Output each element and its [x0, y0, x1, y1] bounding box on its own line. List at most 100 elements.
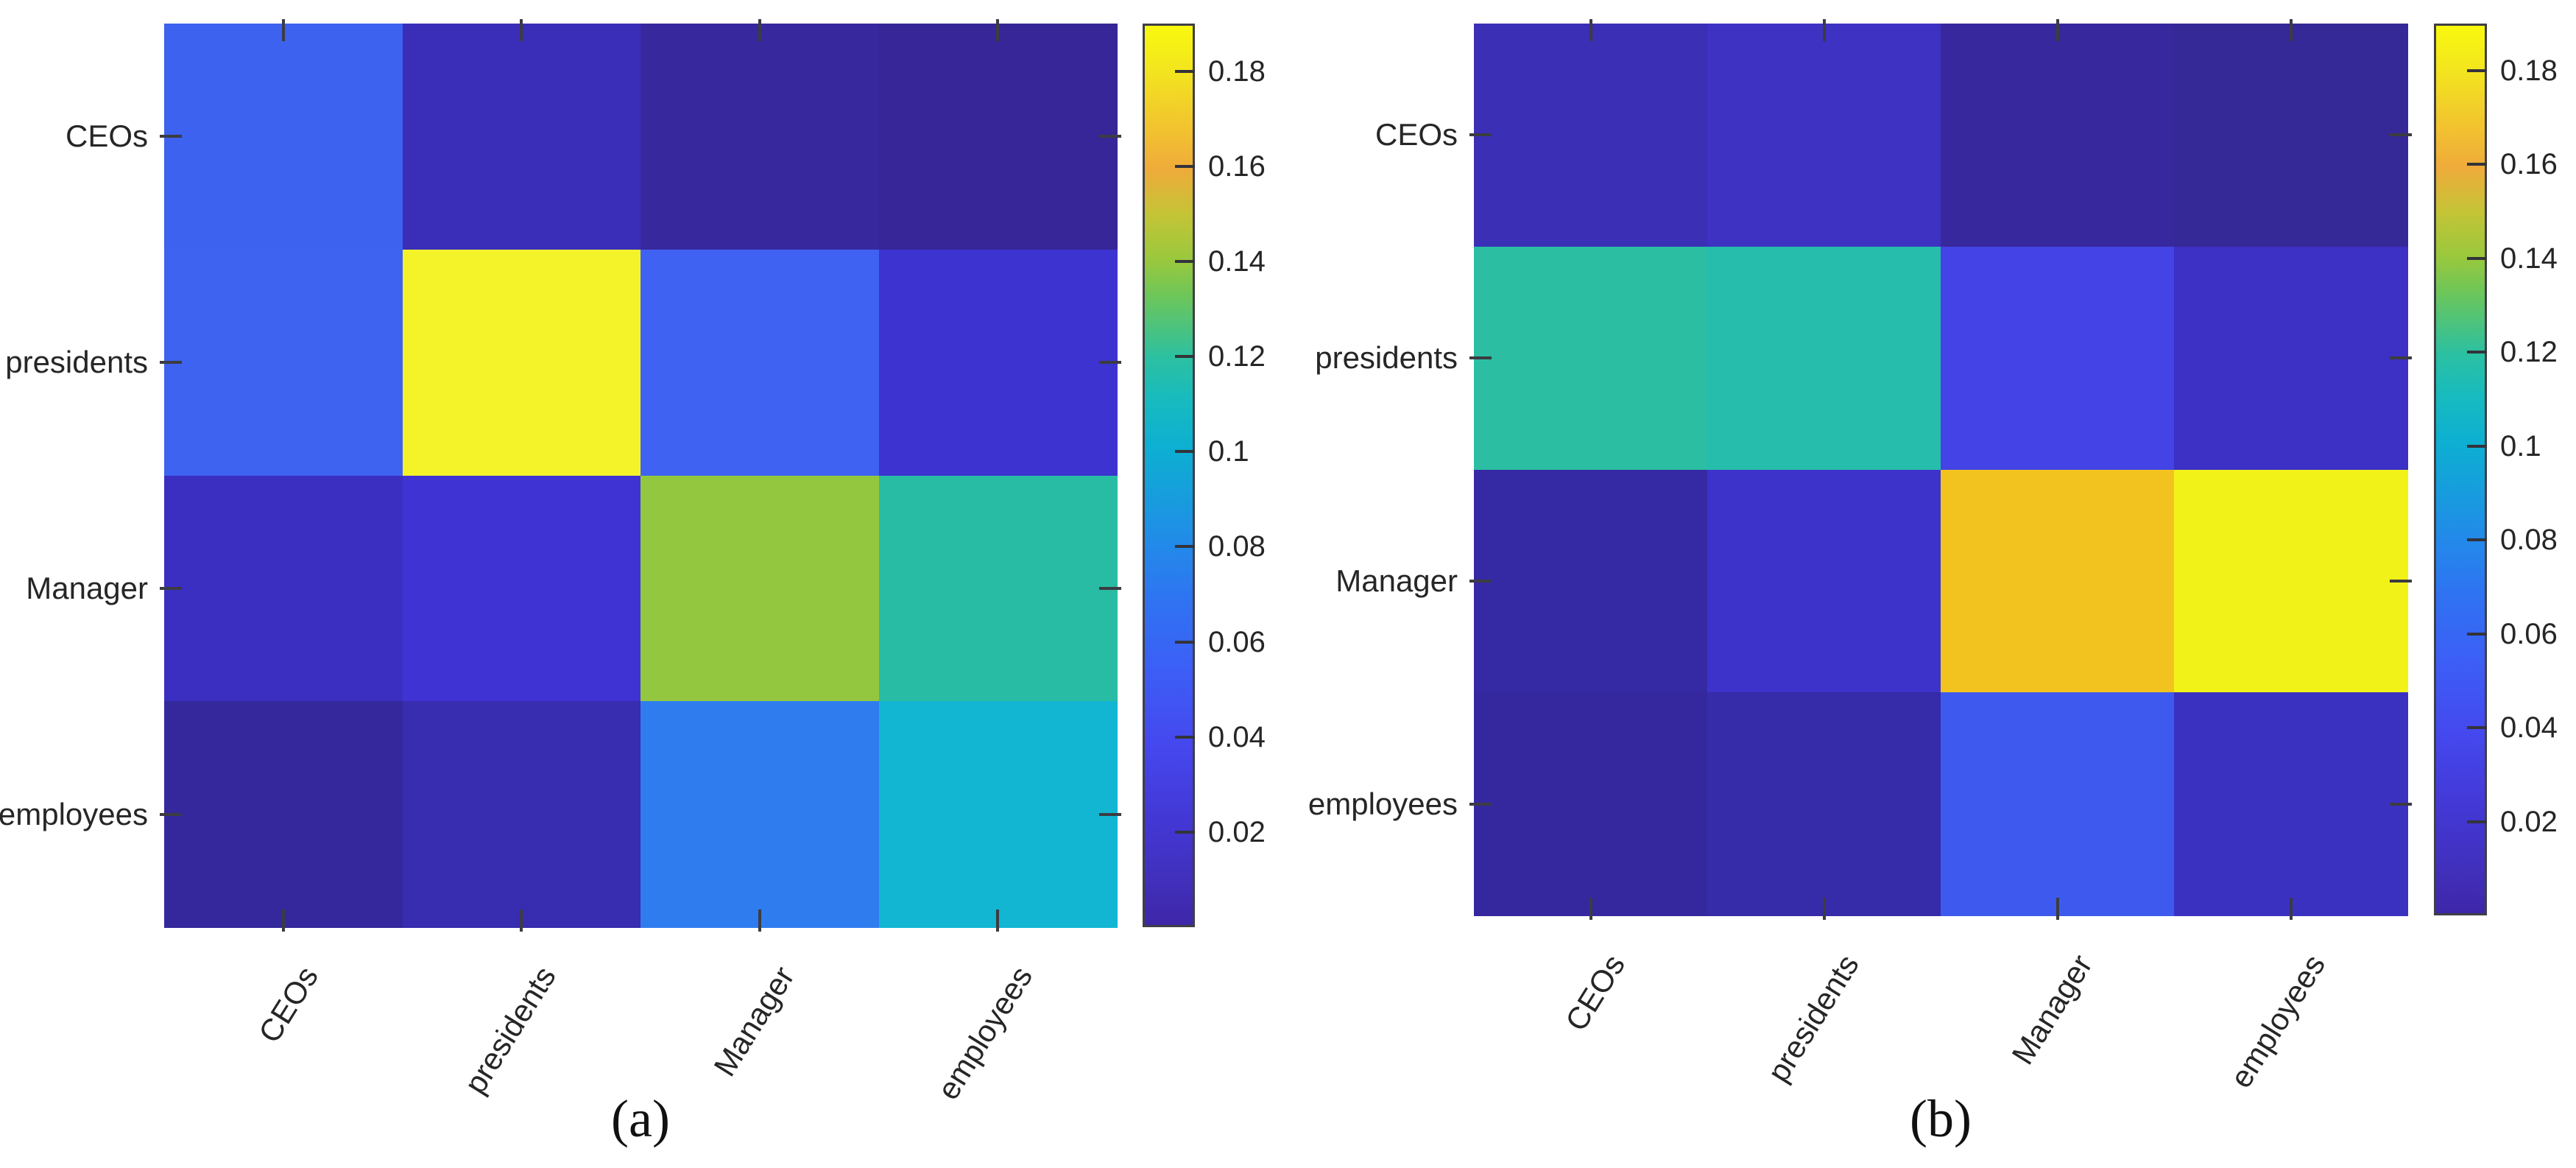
- x-tick-bottom: [758, 910, 761, 932]
- x-tick-bottom: [1589, 898, 1592, 920]
- heatmap-cell-b-r1c3: [2174, 246, 2408, 471]
- x-tick-bottom: [2289, 898, 2293, 920]
- heatmap-cell-b-r0c0: [1474, 24, 1708, 247]
- x-tick-label: Manager: [2004, 948, 2099, 1071]
- heatmap-cell-a-r1c2: [641, 249, 880, 476]
- colorbar-tick-label: 0.04: [2500, 711, 2558, 745]
- x-tick-bottom: [2055, 898, 2059, 920]
- colorbar-tick: [2467, 256, 2487, 260]
- heatmap-cell-a-r0c3: [878, 24, 1118, 250]
- y-tick-right: [2390, 802, 2412, 806]
- y-tick-label: Manager: [26, 570, 148, 605]
- y-tick-right: [2390, 579, 2412, 583]
- colorbar-tick-label: 0.1: [1208, 435, 1249, 468]
- x-tick-bottom: [996, 910, 1000, 932]
- heatmap-cell-b-r3c0: [1474, 692, 1708, 916]
- heatmap-cell-a-r1c0: [164, 249, 403, 476]
- colorbar-tick: [2467, 68, 2487, 72]
- x-tick-top: [996, 19, 1000, 41]
- x-tick-top: [1589, 19, 1592, 41]
- colorbar-a: [1143, 24, 1195, 927]
- y-tick-label: CEOs: [65, 119, 148, 154]
- colorbar-tick-label: 0.18: [2500, 54, 2558, 87]
- colorbar-tick: [2467, 444, 2487, 448]
- colorbar-tick: [1175, 259, 1195, 263]
- heatmap-cell-b-r1c1: [1707, 246, 1941, 471]
- y-tick-right: [1099, 135, 1121, 138]
- colorbar-tick-label: 0.04: [1208, 720, 1266, 753]
- heatmap-cell-a-r2c3: [878, 475, 1118, 702]
- heatmap-cell-b-r2c2: [1941, 469, 2175, 693]
- y-tick-left: [1469, 802, 1492, 806]
- heatmap-cell-a-r1c1: [402, 249, 641, 476]
- heatmap-cell-a-r2c0: [164, 475, 403, 702]
- x-tick-top: [1822, 19, 1826, 41]
- heatmap-cell-a-r0c1: [402, 24, 641, 250]
- colorbar-tick: [2467, 820, 2487, 823]
- colorbar-tick: [2467, 163, 2487, 166]
- heatmap-cell-b-r3c3: [2174, 692, 2408, 916]
- heatmap-cell-a-r3c0: [164, 701, 403, 928]
- heatmap-cell-a-r0c2: [641, 24, 880, 250]
- heatmap-cell-a-r0c0: [164, 24, 403, 250]
- x-tick-bottom: [281, 910, 285, 932]
- x-tick-top: [758, 19, 761, 41]
- colorbar-tick-label: 0.1: [2500, 429, 2541, 462]
- y-tick-right: [1099, 812, 1121, 816]
- heatmap-cell-b-r3c1: [1707, 692, 1941, 916]
- x-tick-top: [2289, 19, 2293, 41]
- colorbar-tick-label: 0.08: [2500, 524, 2558, 557]
- colorbar-tick: [1175, 545, 1195, 549]
- colorbar-tick-label: 0.02: [1208, 815, 1266, 848]
- x-tick-label: Manager: [707, 960, 801, 1083]
- colorbar-tick-label: 0.14: [1208, 244, 1266, 278]
- colorbar-tick-label: 0.16: [1208, 149, 1266, 183]
- caption-a: (a): [611, 1089, 670, 1148]
- heatmap-cell-a-r3c2: [641, 701, 880, 928]
- colorbar-tick: [2467, 538, 2487, 542]
- colorbar-tick-label: 0.06: [1208, 625, 1266, 658]
- y-tick-label: CEOs: [1375, 117, 1458, 152]
- colorbar-tick: [1175, 164, 1195, 168]
- colorbar-tick: [1175, 735, 1195, 739]
- colorbar-tick: [1175, 640, 1195, 644]
- heatmap-cell-b-r1c2: [1941, 246, 2175, 471]
- colorbar-tick: [2467, 351, 2487, 354]
- heatmap-cell-b-r2c3: [2174, 469, 2408, 693]
- heatmap-cell-b-r2c1: [1707, 469, 1941, 693]
- colorbar-tick-label: 0.12: [2500, 336, 2558, 369]
- colorbar-tick: [2467, 632, 2487, 636]
- heatmap-cell-b-r0c3: [2174, 24, 2408, 247]
- heatmap-cell-b-r0c2: [1941, 24, 2175, 247]
- y-tick-label: presidents: [5, 345, 148, 380]
- x-tick-top: [281, 19, 285, 41]
- heatmap-cell-b-r2c0: [1474, 469, 1708, 693]
- y-tick-right: [2390, 356, 2412, 360]
- colorbar-tick: [1175, 450, 1195, 454]
- x-tick-label: presidents: [1760, 948, 1866, 1088]
- heatmap-cell-a-r3c3: [878, 701, 1118, 928]
- heatmap-cell-b-r3c2: [1941, 692, 2175, 916]
- y-tick-left: [160, 135, 182, 138]
- y-tick-right: [2390, 133, 2412, 137]
- y-tick-label: Manager: [1335, 563, 1458, 598]
- heatmap-cell-b-r0c1: [1707, 24, 1941, 247]
- y-tick-left: [1469, 579, 1492, 583]
- y-tick-left: [160, 812, 182, 816]
- x-tick-label: CEOs: [1559, 948, 1632, 1037]
- heatmap-cell-a-r3c1: [402, 701, 641, 928]
- y-tick-label: presidents: [1315, 340, 1458, 376]
- colorbar-tick-label: 0.02: [2500, 805, 2558, 838]
- y-tick-right: [1099, 361, 1121, 365]
- y-tick-left: [160, 586, 182, 590]
- colorbar-tick-label: 0.06: [2500, 617, 2558, 650]
- heatmap-cell-a-r1c3: [878, 249, 1118, 476]
- colorbar-tick-label: 0.12: [1208, 340, 1266, 373]
- heatmap-cell-a-r2c1: [402, 475, 641, 702]
- colorbar-tick-label: 0.18: [1208, 54, 1266, 88]
- colorbar-tick: [1175, 830, 1195, 834]
- heatmap-cell-a-r2c2: [641, 475, 880, 702]
- x-tick-label: employees: [2223, 948, 2332, 1094]
- y-tick-left: [1469, 356, 1492, 360]
